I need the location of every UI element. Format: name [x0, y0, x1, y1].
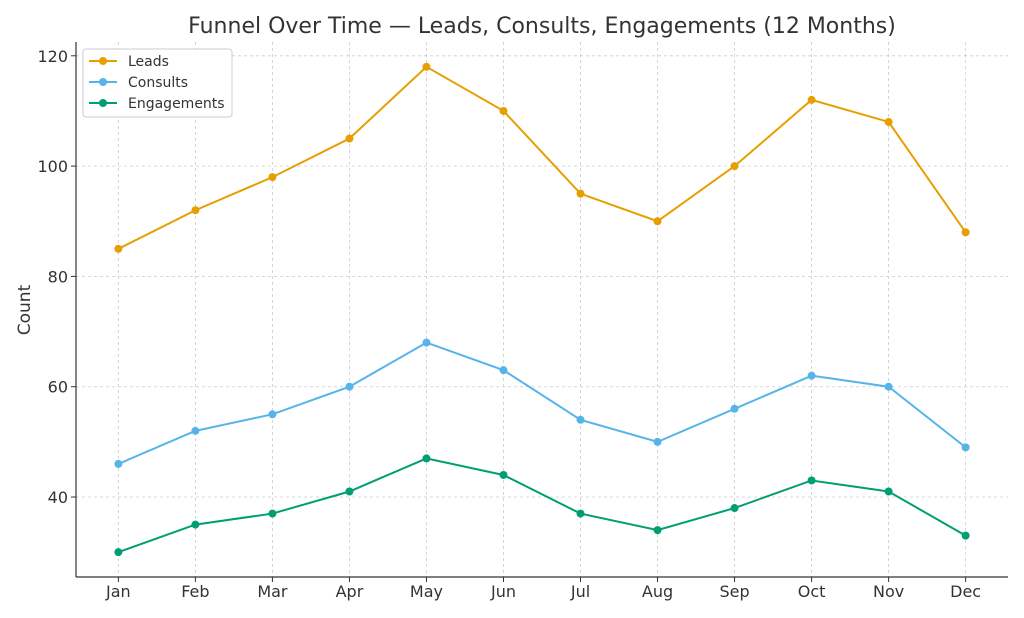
legend-swatch-marker [99, 78, 107, 86]
y-tick-label: 60 [48, 378, 68, 397]
data-point [268, 173, 277, 182]
x-tick-label: Mar [257, 582, 288, 601]
data-point [730, 504, 739, 513]
x-tick-label: May [410, 582, 443, 601]
data-point [345, 134, 354, 143]
legend-label: Engagements [128, 96, 225, 112]
data-point [268, 509, 277, 518]
data-point [345, 382, 354, 391]
x-tick-label: Sep [719, 582, 749, 601]
series-line [117, 65, 967, 250]
data-point [576, 509, 585, 518]
legend: Leads Consults Engagements [82, 48, 233, 118]
data-point [422, 62, 431, 71]
x-tick-label: Jan [105, 582, 131, 601]
x-tick-label: Oct [798, 582, 826, 601]
legend-swatch-marker [99, 57, 107, 65]
data-point [884, 487, 893, 496]
series-leads [114, 62, 970, 253]
y-axis-label: Count [15, 284, 35, 335]
data-point [653, 526, 662, 535]
data-point [114, 548, 123, 557]
legend-label: Leads [128, 54, 169, 70]
data-point [807, 476, 816, 485]
data-point [730, 404, 739, 413]
data-point [191, 520, 200, 529]
data-point [576, 415, 585, 424]
data-point [191, 206, 200, 215]
legend-swatch-marker [99, 99, 107, 107]
series-consults [114, 338, 970, 468]
data-point [191, 426, 200, 435]
data-point [961, 443, 970, 452]
data-point [114, 459, 123, 468]
y-tick-label: 120 [37, 47, 68, 66]
chart-title: Funnel Over Time — Leads, Consults, Enga… [188, 14, 896, 39]
x-tick-label: Nov [873, 582, 904, 601]
x-tick-label: Aug [642, 582, 673, 601]
data-point [114, 244, 123, 253]
data-point [884, 382, 893, 391]
x-tick-label: Jul [570, 582, 590, 601]
x-tick-label: Dec [950, 582, 981, 601]
x-tick-label: Apr [336, 582, 364, 601]
data-point [653, 217, 662, 226]
series-engagements [114, 454, 970, 557]
data-point [422, 338, 431, 347]
data-point [499, 470, 508, 479]
y-tick-label: 80 [48, 267, 68, 286]
data-point [499, 366, 508, 375]
data-point [268, 410, 277, 419]
y-tick-label: 100 [37, 157, 68, 176]
data-point [884, 117, 893, 126]
data-point [807, 371, 816, 380]
series-line [118, 457, 967, 554]
x-tick-label: Feb [181, 582, 209, 601]
legend-label: Consults [128, 75, 188, 91]
data-point [807, 95, 816, 104]
data-point [730, 162, 739, 171]
data-point [576, 189, 585, 198]
series-line [117, 341, 967, 465]
data-point [345, 487, 354, 496]
y-tick-label: 40 [48, 488, 68, 507]
data-point [422, 454, 431, 463]
data-point [961, 228, 970, 237]
data-point [961, 531, 970, 540]
data-point [499, 106, 508, 115]
data-point [653, 437, 662, 446]
legend-box [82, 48, 233, 118]
x-tick-label: Jun [490, 582, 516, 601]
